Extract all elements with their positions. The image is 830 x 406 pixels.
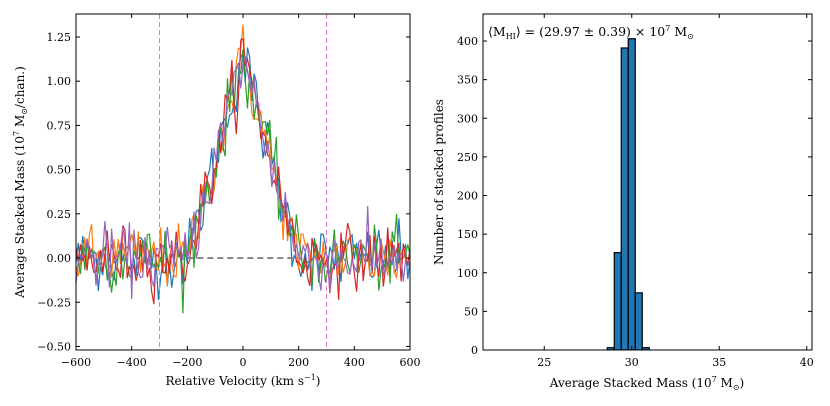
left-y-tick-label: 0.25 (47, 208, 72, 221)
right-y-tick-label: 0 (471, 344, 478, 357)
right-y-tick-label: 300 (457, 112, 478, 125)
right-axes-frame (482, 13, 813, 351)
right-x-tick-label: 25 (537, 356, 551, 369)
histogram-bar (613, 252, 622, 350)
left-y-tick-label: −0.50 (37, 340, 71, 353)
left-y-tick-label: 0.00 (47, 252, 72, 265)
right-x-tick-label: 30 (625, 356, 639, 369)
right-y-tick-label: 50 (464, 305, 478, 318)
right-y-tick-label: 100 (457, 267, 478, 280)
right-y-tick-label: 200 (457, 190, 478, 203)
histogram-bar (620, 47, 629, 350)
left-y-tick-label: 0.75 (47, 119, 72, 132)
right-y-tick-label: 400 (457, 35, 478, 48)
left-x-axis-label: Relative Velocity (km s−1) (166, 373, 321, 388)
right-x-tick-label: 35 (712, 356, 726, 369)
right-y-tick-label: 150 (457, 228, 478, 241)
mass-annotation: ⟨MHI⟩ = (29.97 ± 0.39) × 107 M⊙ (488, 24, 694, 41)
left-chart: −600 −400 −200 0 200 400 600 −0.50 −0.25 0.00 0.25… (12, 13, 421, 388)
profile-line-1 (76, 47, 410, 300)
left-ticks: −600 −400 −200 0 200 400 600 −0.50 −0.25 0.00 0.25… (37, 14, 421, 369)
left-x-tick-label: −400 (117, 356, 147, 369)
left-x-tick-label: 600 (400, 356, 421, 369)
left-plot-area (76, 14, 410, 350)
left-y-axis-label: Average Stacked Mass (107 M⊙/chan.) (12, 66, 29, 299)
profile-line-3 (76, 48, 410, 314)
left-y-tick-label: 1.00 (47, 75, 72, 88)
left-y-tick-label: 0.50 (47, 164, 72, 177)
left-y-tick-label: 1.25 (47, 31, 72, 44)
histogram-bar (627, 38, 636, 350)
profile-line-5 (76, 55, 410, 299)
right-x-tick-label: 40 (800, 356, 814, 369)
left-x-tick-label: −600 (61, 356, 91, 369)
left-x-tick-label: 400 (344, 356, 365, 369)
left-x-tick-label: −200 (172, 356, 202, 369)
left-x-tick-label: 200 (288, 356, 309, 369)
left-x-tick-label: 0 (240, 356, 247, 369)
right-y-tick-label: 250 (457, 151, 478, 164)
right-x-axis-label: Average Stacked Mass (107 M⊙) (549, 375, 744, 392)
left-y-tick-label: −0.25 (37, 296, 71, 309)
right-y-axis-label: Number of stacked profiles (432, 99, 446, 265)
histogram-bar (641, 347, 650, 350)
right-y-tick-label: 350 (457, 74, 478, 87)
right-plot-area (606, 38, 650, 350)
histogram-bar (634, 292, 643, 350)
profile-line-4 (76, 37, 410, 305)
